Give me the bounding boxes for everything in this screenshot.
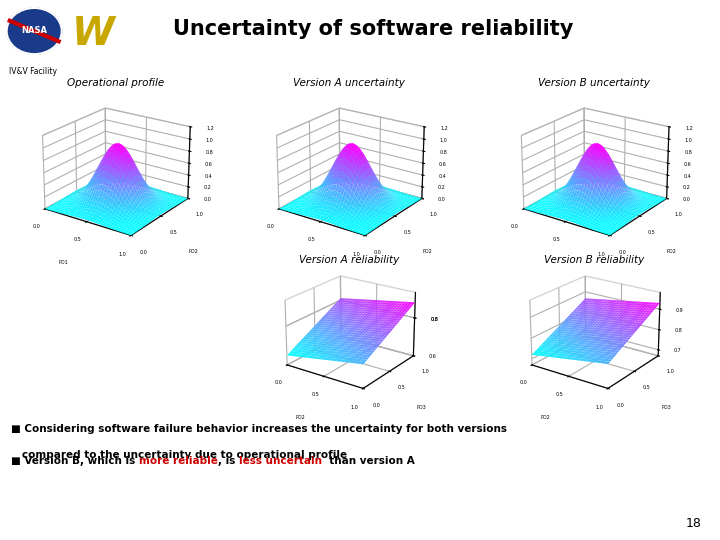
X-axis label: PO2: PO2 bbox=[541, 415, 550, 420]
Text: compared to the uncertainty due to operational profile: compared to the uncertainty due to opera… bbox=[11, 450, 347, 460]
Text: Version B reliability: Version B reliability bbox=[544, 255, 644, 265]
Y-axis label: PO2: PO2 bbox=[422, 249, 432, 254]
Text: ■ Considering software failure behavior increases the uncertainty for both versi: ■ Considering software failure behavior … bbox=[11, 424, 507, 434]
Y-axis label: PO3: PO3 bbox=[417, 404, 426, 410]
Text: Version A reliability: Version A reliability bbox=[299, 255, 400, 265]
Text: Version A uncertainty: Version A uncertainty bbox=[293, 78, 405, 89]
Text: more reliable: more reliable bbox=[139, 456, 217, 467]
Text: , is: , is bbox=[217, 456, 238, 467]
Text: less uncertain: less uncertain bbox=[238, 456, 322, 467]
Text: 18: 18 bbox=[686, 517, 702, 530]
Y-axis label: PO3: PO3 bbox=[662, 404, 671, 410]
Text: W: W bbox=[72, 15, 115, 53]
Text: Uncertainty of software reliability: Uncertainty of software reliability bbox=[173, 19, 573, 39]
Y-axis label: PO2: PO2 bbox=[188, 249, 198, 254]
Text: Version B uncertainty: Version B uncertainty bbox=[538, 78, 650, 89]
Circle shape bbox=[6, 8, 62, 54]
X-axis label: PO2: PO2 bbox=[296, 415, 305, 420]
Text: ■ Version B, which is: ■ Version B, which is bbox=[11, 456, 139, 467]
X-axis label: PO1: PO1 bbox=[292, 260, 302, 265]
Text: than version A: than version A bbox=[322, 456, 414, 467]
Text: NASA: NASA bbox=[21, 25, 48, 35]
Text: Operational profile: Operational profile bbox=[66, 78, 164, 89]
X-axis label: PO1: PO1 bbox=[58, 260, 68, 265]
X-axis label: PO1: PO1 bbox=[537, 260, 547, 265]
Y-axis label: PO2: PO2 bbox=[667, 249, 677, 254]
Text: IV&V Facility: IV&V Facility bbox=[9, 68, 57, 77]
